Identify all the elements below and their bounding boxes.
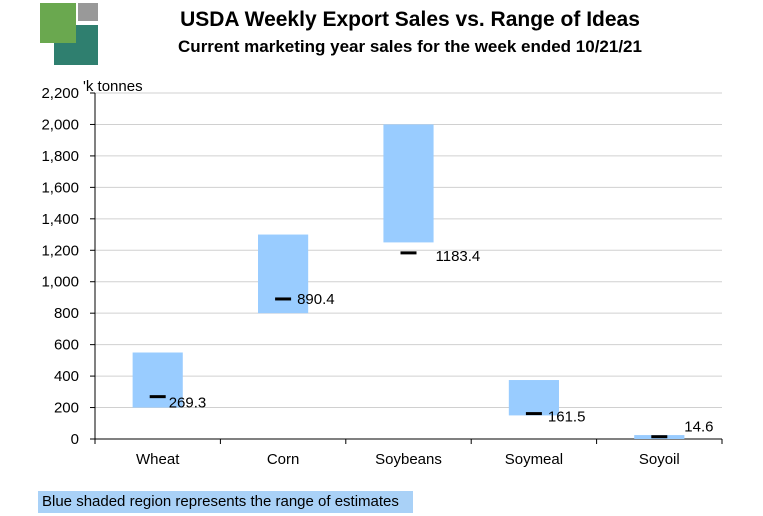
y-tick-label: 0 bbox=[71, 431, 79, 448]
y-tick-label: 400 bbox=[54, 368, 79, 385]
actual-marker-wheat bbox=[149, 395, 166, 399]
x-category-label: Wheat bbox=[136, 451, 180, 468]
data-label-soybeans: 1183.4 bbox=[436, 248, 481, 265]
x-category-label: Corn bbox=[267, 451, 300, 468]
data-label-soymeal: 161.5 bbox=[548, 409, 586, 426]
x-category-label: Soyoil bbox=[639, 451, 680, 468]
y-tick-label: 1,400 bbox=[41, 211, 79, 228]
data-label-soyoil: 14.6 bbox=[684, 419, 713, 436]
labels: 0 200 400 600 800 1,000 1,200 1,400 1,600 1,800 2,… bbox=[41, 78, 713, 468]
y-tick-label: 600 bbox=[54, 337, 79, 354]
y-tick-label: 200 bbox=[54, 400, 79, 417]
actual-marker-soymeal bbox=[525, 412, 542, 416]
actual-marker-corn bbox=[275, 297, 292, 301]
x-category-label: Soybeans bbox=[375, 451, 442, 468]
range-bar-soybeans bbox=[383, 124, 434, 243]
chart-subtitle: Current marketing year sales for the wee… bbox=[178, 37, 642, 56]
y-tick-label: 2,200 bbox=[41, 85, 79, 102]
chart-title: USDA Weekly Export Sales vs. Range of Id… bbox=[180, 8, 640, 31]
actual-markers bbox=[149, 251, 668, 439]
y-axis-unit-label: 'k tonnes bbox=[83, 78, 143, 95]
y-tick-label: 1,200 bbox=[41, 242, 79, 259]
gridlines bbox=[95, 92, 722, 409]
x-category-label: Soymeal bbox=[505, 451, 563, 468]
data-label-corn: 890.4 bbox=[297, 291, 335, 308]
footnote: Blue shaded region represents the range … bbox=[38, 491, 413, 513]
data-label-wheat: 269.3 bbox=[169, 395, 207, 412]
range-bar-soymeal bbox=[508, 380, 559, 416]
y-tick-label: 2,000 bbox=[41, 116, 79, 133]
y-tick-label: 1,600 bbox=[41, 179, 79, 196]
y-tick-label: 1,800 bbox=[41, 148, 79, 165]
range-bar-wheat bbox=[132, 352, 183, 408]
y-tick-label: 800 bbox=[54, 305, 79, 322]
axes bbox=[90, 92, 723, 444]
y-tick-label: 1,000 bbox=[41, 274, 79, 291]
actual-marker-soybeans bbox=[400, 251, 417, 255]
actual-marker-soyoil bbox=[651, 435, 668, 439]
logo-icon bbox=[40, 3, 98, 65]
